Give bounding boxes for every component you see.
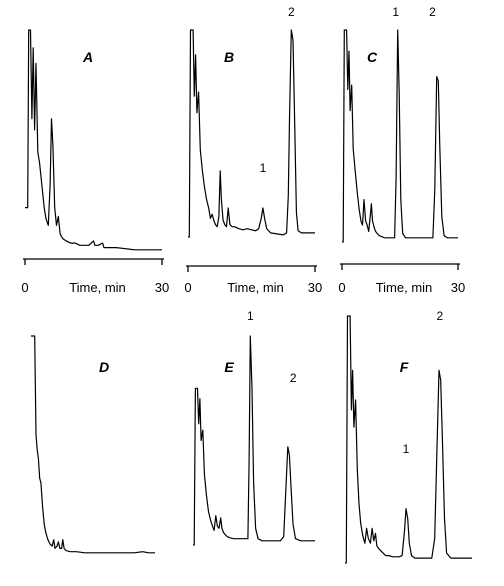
panel-e-peak-label-1: 1 xyxy=(247,309,254,323)
panel-c-peak-label-2: 2 xyxy=(429,5,436,19)
panel-d-trace xyxy=(31,335,155,554)
panel-f-trace xyxy=(345,315,472,564)
panel-c-tick-label-end: 30 xyxy=(451,280,465,295)
panel-c-tick-label-start: 0 xyxy=(338,280,345,295)
panel-b-peak-label-2: 2 xyxy=(288,5,295,19)
panel-d-letter: D xyxy=(99,359,109,375)
panel-a-trace xyxy=(25,29,162,251)
panel-b-tick-label-end: 30 xyxy=(308,280,322,295)
panel-b-trace xyxy=(188,29,315,238)
panel-b-axis-title: Time, min xyxy=(227,280,284,295)
panel-f-letter: F xyxy=(400,359,409,375)
panel-b-peak-label-1: 1 xyxy=(260,161,267,175)
panel-c-axis-title: Time, min xyxy=(376,280,433,295)
panel-a-axis-title: Time, min xyxy=(69,280,126,295)
panel-e-peak-label-2: 2 xyxy=(290,371,297,385)
panel-c-letter: C xyxy=(367,49,378,65)
panel-e-letter: E xyxy=(224,359,234,375)
panel-a-tick-label-end: 30 xyxy=(155,280,169,295)
panel-f-peak-label-1: 1 xyxy=(403,442,410,456)
panel-c-trace xyxy=(342,29,458,243)
panel-e-trace xyxy=(193,335,315,546)
panel-b-tick-label-start: 0 xyxy=(184,280,191,295)
panel-f-peak-label-2: 2 xyxy=(436,309,443,323)
panel-a-letter: A xyxy=(82,49,93,65)
panel-c-peak-label-1: 1 xyxy=(392,5,399,19)
panel-a-tick-label-start: 0 xyxy=(21,280,28,295)
panel-b-letter: B xyxy=(224,49,234,65)
